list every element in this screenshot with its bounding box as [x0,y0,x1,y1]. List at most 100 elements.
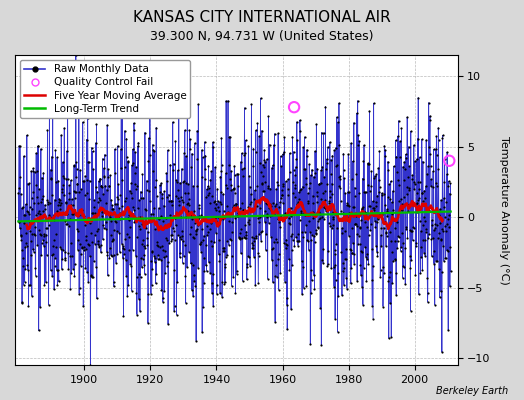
Point [152,193,161,199]
Point [286,213,294,220]
Point [255,218,263,225]
Point [328,225,336,231]
Point [226,176,234,182]
Point [307,172,315,178]
Point [30,231,38,237]
Point [416,270,424,276]
Point [46,200,54,207]
Point [137,255,146,262]
Point [316,210,324,217]
Point [92,264,101,271]
Point [403,191,411,197]
Point [396,154,404,160]
Point [47,175,56,182]
Point [33,194,41,200]
Point [226,236,235,243]
Point [97,249,105,256]
Point [101,226,110,232]
Point [188,287,196,293]
Point [282,241,290,247]
Point [384,194,392,200]
Point [70,272,79,279]
Point [180,190,189,196]
Point [193,156,202,162]
Point [333,114,341,120]
Point [64,196,73,203]
Point [277,194,286,201]
Point [189,183,198,189]
Point [380,143,389,149]
Point [38,237,47,243]
Point [381,202,390,208]
Point [57,245,65,252]
Point [349,204,357,210]
Point [439,228,447,235]
Point [136,308,144,314]
Point [125,247,133,253]
Point [435,266,443,272]
Point [100,174,108,180]
Point [321,197,330,203]
Point [189,262,197,268]
Point [213,204,222,210]
Point [24,180,32,187]
Point [157,287,166,294]
Point [324,248,333,254]
Point [155,216,163,222]
Point [419,198,427,204]
Point [314,216,323,222]
Point [318,257,326,264]
Point [242,232,250,238]
Point [23,262,31,268]
Point [191,140,199,146]
Point [134,143,142,150]
Point [106,245,114,251]
Point [26,218,34,225]
Point [411,201,419,208]
Point [83,269,91,276]
Point [280,134,289,141]
Point [324,260,332,267]
Point [386,268,394,275]
Point [177,236,185,242]
Point [412,190,421,196]
Point [146,73,154,79]
Point [401,224,410,230]
Point [351,193,359,199]
Point [149,211,157,217]
Point [278,192,286,198]
Point [123,293,132,300]
Point [231,190,239,196]
Point [161,214,170,221]
Point [312,189,321,196]
Point [292,156,300,162]
Point [254,250,262,257]
Point [144,291,152,298]
Point [121,128,129,134]
Point [334,119,342,126]
Point [148,249,156,255]
Point [239,207,247,213]
Point [143,178,151,184]
Point [285,214,293,221]
Point [31,265,39,272]
Point [70,162,79,168]
Point [325,200,333,206]
Point [154,215,162,222]
Point [150,184,159,191]
Point [411,272,420,278]
Point [61,221,70,227]
Point [234,210,242,217]
Point [313,199,322,206]
Point [235,234,243,240]
Point [364,261,373,268]
Point [89,274,97,280]
Point [33,242,41,248]
Point [116,216,124,222]
Point [305,218,313,224]
Point [336,176,344,183]
Point [199,303,207,310]
Point [267,234,275,240]
Point [180,253,188,260]
Point [318,164,326,170]
